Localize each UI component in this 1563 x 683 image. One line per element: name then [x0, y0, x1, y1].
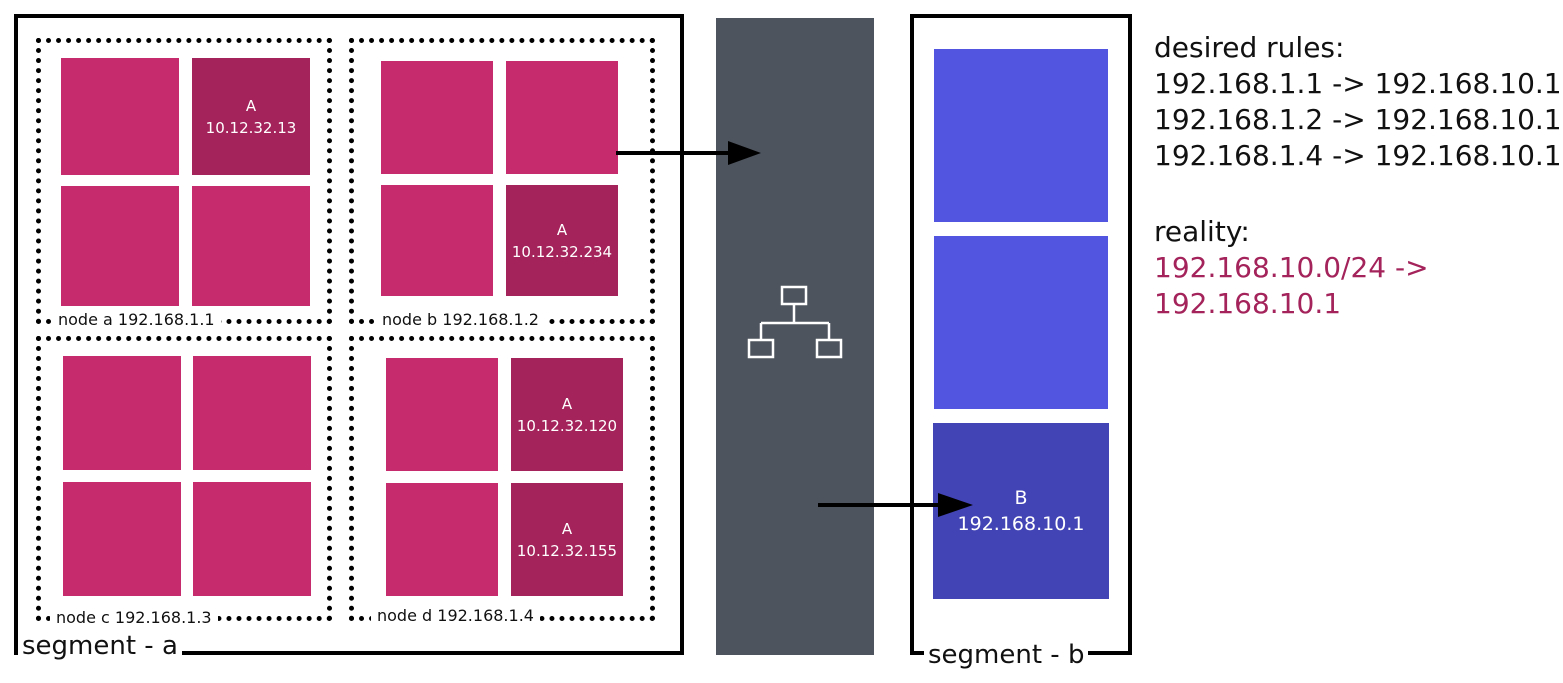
pod [61, 186, 179, 306]
pod [506, 61, 618, 174]
node-b-label: node b 192.168.1.2 [376, 310, 545, 330]
pod [63, 482, 181, 596]
node-a-label: node a 192.168.1.1 [52, 310, 221, 330]
service-ip: 192.168.10.1 [957, 513, 1085, 535]
reality-line: 192.168.10.1 [1154, 287, 1342, 320]
pod [386, 358, 498, 471]
segment-b-box [934, 49, 1108, 222]
segment-a-label: segment - a [18, 631, 182, 661]
app-pod: A 10.12.32.13 [192, 58, 310, 175]
router [716, 18, 874, 655]
pod [381, 61, 493, 174]
segment-b-label: segment - b [924, 640, 1089, 670]
node-c-label: node c 192.168.1.3 [50, 608, 218, 628]
app-pod-name: A [245, 96, 257, 115]
segment-b-box [934, 236, 1108, 409]
app-pod-ip: 10.12.32.234 [511, 242, 613, 261]
service-b-box: B 192.168.10.1 [933, 423, 1109, 599]
app-pod-name: A [561, 519, 573, 538]
app-pod-ip: 10.12.32.13 [205, 118, 297, 137]
app-pod-ip: 10.12.32.155 [516, 541, 618, 560]
app-pod-name: A [561, 394, 573, 413]
app-pod: A 10.12.32.155 [511, 483, 623, 596]
pod [192, 186, 310, 306]
desired-rule: 192.168.1.1 -> 192.168.10.1 [1154, 67, 1562, 100]
reality-heading: reality: [1154, 215, 1250, 248]
pod [386, 483, 498, 596]
service-name: B [1014, 487, 1028, 509]
desired-rule: 192.168.1.2 -> 192.168.10.1 [1154, 103, 1562, 136]
desired-rule: 192.168.1.4 -> 192.168.10.1 [1154, 139, 1562, 172]
rules-panel: desired rules: 192.168.1.1 -> 192.168.10… [1154, 30, 1562, 322]
app-pod-name: A [556, 220, 568, 239]
pod [63, 356, 181, 470]
app-pod-ip: 10.12.32.120 [516, 416, 618, 435]
app-pod: A 10.12.32.120 [511, 358, 623, 471]
network-icon [747, 285, 843, 359]
pod [381, 185, 493, 296]
app-pod: A 10.12.32.234 [506, 185, 618, 296]
pod [61, 58, 179, 175]
pod [193, 356, 311, 470]
reality-line: 192.168.10.0/24 -> [1154, 251, 1429, 284]
pod [193, 482, 311, 596]
node-d-label: node d 192.168.1.4 [371, 606, 540, 626]
desired-rules-heading: desired rules: [1154, 31, 1345, 64]
